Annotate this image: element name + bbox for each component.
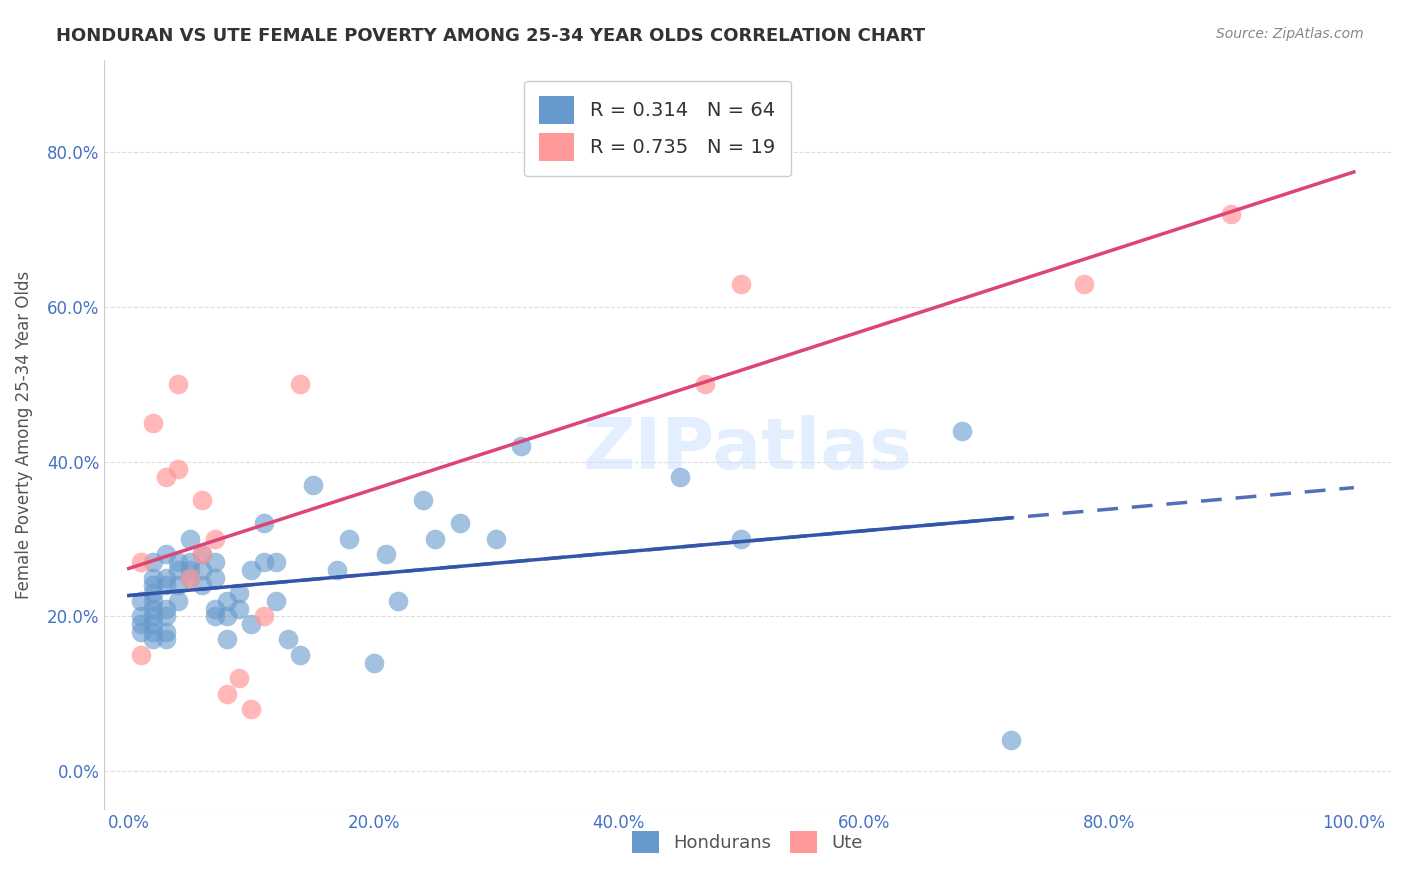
Ute xyxy=(1073,277,1095,291)
Ute xyxy=(129,555,152,569)
Ute xyxy=(142,416,165,430)
Hondurans xyxy=(1000,733,1022,747)
Hondurans xyxy=(142,617,165,632)
Hondurans xyxy=(179,555,201,569)
Text: ZIPatlas: ZIPatlas xyxy=(582,415,912,484)
Hondurans xyxy=(179,532,201,546)
Hondurans xyxy=(155,624,177,639)
Hondurans xyxy=(215,632,238,647)
Ute xyxy=(240,702,263,716)
Ute xyxy=(166,377,188,392)
Hondurans xyxy=(375,548,398,562)
Hondurans xyxy=(950,424,973,438)
Hondurans xyxy=(204,555,226,569)
Hondurans xyxy=(669,470,692,484)
Hondurans xyxy=(423,532,446,546)
Hondurans xyxy=(204,609,226,624)
Ute xyxy=(693,377,716,392)
Hondurans xyxy=(155,609,177,624)
Hondurans xyxy=(264,594,287,608)
Y-axis label: Female Poverty Among 25-34 Year Olds: Female Poverty Among 25-34 Year Olds xyxy=(15,270,32,599)
Hondurans xyxy=(204,601,226,615)
Text: HONDURAN VS UTE FEMALE POVERTY AMONG 25-34 YEAR OLDS CORRELATION CHART: HONDURAN VS UTE FEMALE POVERTY AMONG 25-… xyxy=(56,27,925,45)
Hondurans xyxy=(129,609,152,624)
Hondurans xyxy=(363,656,385,670)
Hondurans xyxy=(204,571,226,585)
Hondurans xyxy=(142,555,165,569)
Hondurans xyxy=(129,617,152,632)
Hondurans xyxy=(166,594,188,608)
Hondurans xyxy=(155,632,177,647)
Hondurans xyxy=(166,578,188,592)
Ute xyxy=(1220,207,1243,221)
Hondurans xyxy=(142,632,165,647)
Hondurans xyxy=(387,594,409,608)
Hondurans xyxy=(129,594,152,608)
Ute xyxy=(191,548,214,562)
Ute xyxy=(155,470,177,484)
Hondurans xyxy=(155,578,177,592)
Hondurans xyxy=(142,624,165,639)
Hondurans xyxy=(179,571,201,585)
Hondurans xyxy=(142,609,165,624)
Hondurans xyxy=(179,563,201,577)
Hondurans xyxy=(155,571,177,585)
Hondurans xyxy=(485,532,508,546)
Hondurans xyxy=(191,578,214,592)
Hondurans xyxy=(509,439,531,453)
Hondurans xyxy=(730,532,752,546)
Hondurans xyxy=(142,578,165,592)
Ute xyxy=(215,687,238,701)
Hondurans xyxy=(277,632,299,647)
Ute xyxy=(228,671,250,685)
Hondurans xyxy=(166,563,188,577)
Hondurans xyxy=(191,563,214,577)
Hondurans xyxy=(240,617,263,632)
Ute xyxy=(191,493,214,508)
Ute xyxy=(166,462,188,476)
Ute xyxy=(179,571,201,585)
Ute xyxy=(290,377,312,392)
Hondurans xyxy=(155,601,177,615)
Ute xyxy=(730,277,752,291)
Hondurans xyxy=(301,478,323,492)
Hondurans xyxy=(252,516,274,531)
Hondurans xyxy=(142,571,165,585)
Legend: R = 0.314   N = 64, R = 0.735   N = 19: R = 0.314 N = 64, R = 0.735 N = 19 xyxy=(524,80,790,177)
Ute xyxy=(252,609,274,624)
Hondurans xyxy=(142,601,165,615)
Hondurans xyxy=(215,609,238,624)
Hondurans xyxy=(166,555,188,569)
Hondurans xyxy=(142,586,165,600)
Hondurans xyxy=(264,555,287,569)
Hondurans xyxy=(215,594,238,608)
Ute xyxy=(204,532,226,546)
Hondurans xyxy=(155,548,177,562)
Hondurans xyxy=(191,548,214,562)
Hondurans xyxy=(326,563,349,577)
Hondurans xyxy=(240,563,263,577)
Hondurans xyxy=(412,493,434,508)
Ute xyxy=(129,648,152,662)
Hondurans xyxy=(228,601,250,615)
Hondurans xyxy=(252,555,274,569)
Hondurans xyxy=(129,624,152,639)
Hondurans xyxy=(142,594,165,608)
Text: Source: ZipAtlas.com: Source: ZipAtlas.com xyxy=(1216,27,1364,41)
Hondurans xyxy=(337,532,360,546)
Hondurans xyxy=(290,648,312,662)
Hondurans xyxy=(449,516,471,531)
Hondurans xyxy=(228,586,250,600)
